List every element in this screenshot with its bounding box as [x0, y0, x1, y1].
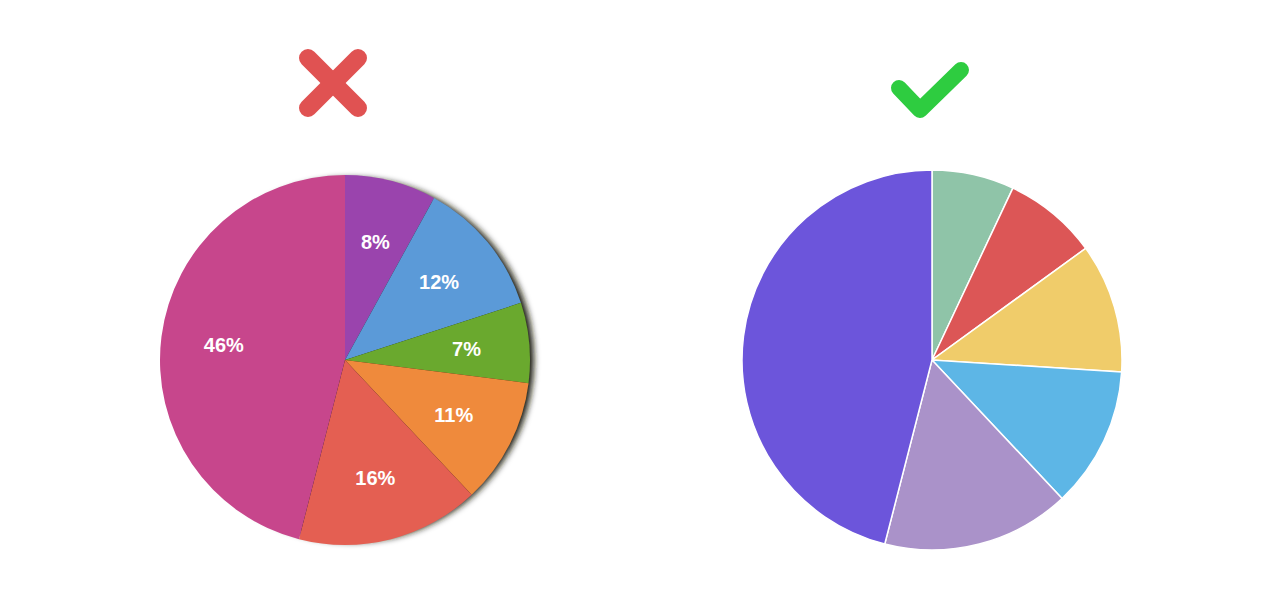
svg-text:8%: 8% [361, 231, 390, 253]
svg-text:16%: 16% [355, 467, 395, 489]
svg-text:11%: 11% [434, 404, 473, 426]
svg-text:12%: 12% [419, 271, 459, 293]
svg-text:7%: 7% [452, 338, 481, 360]
svg-text:46%: 46% [204, 334, 244, 356]
